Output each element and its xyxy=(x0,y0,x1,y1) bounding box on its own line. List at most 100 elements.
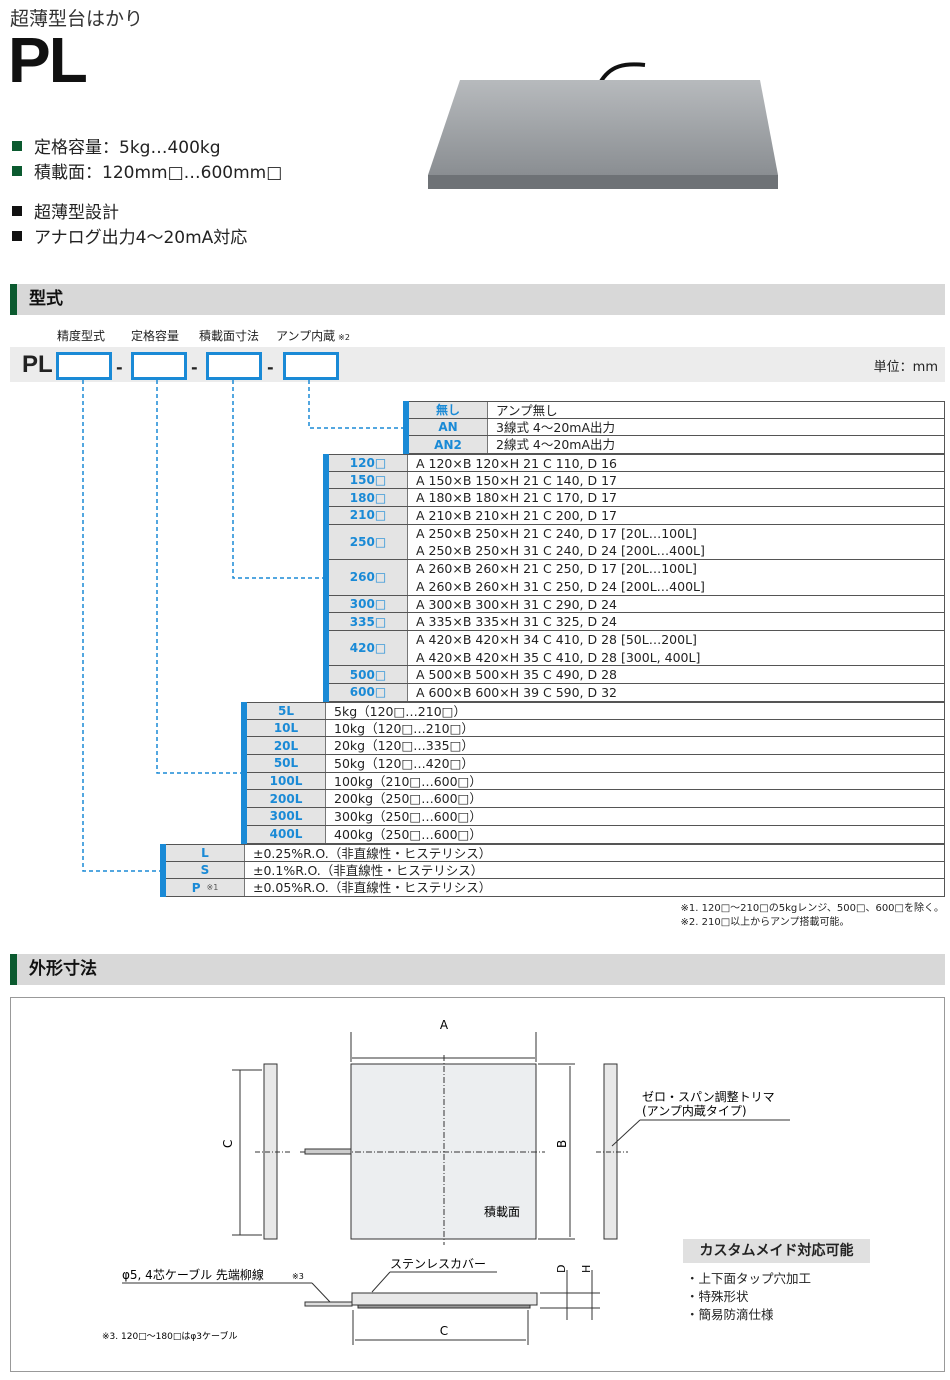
size-option-row: 335□ A 335×B 335×H 31 C 325, D 24 xyxy=(329,613,945,631)
amp-options-table: 無し アンプ無し AN 3線式 4～20mA出力 AN2 2線式 4～20mA出力 xyxy=(403,401,945,455)
capacity-option-code: 200L xyxy=(247,790,326,808)
description-line: A 600×B 600×H 39 C 590, D 32 xyxy=(416,684,618,700)
code-text: 20L xyxy=(273,738,299,753)
accuracy-option-description: ±0.1%R.O.（非直線性・ヒステリシス） xyxy=(245,861,945,879)
feature-item: 積載面：120mm□…600mm□ xyxy=(12,158,282,183)
size-option-row: 210□ A 210×B 210×H 21 C 200, D 17 xyxy=(329,507,945,525)
header-size: 積載面寸法 xyxy=(199,329,260,343)
code-box-size xyxy=(206,352,262,380)
description-line: 2線式 4～20mA出力 xyxy=(496,437,616,453)
code-separator: - xyxy=(267,358,274,377)
feature-item: アナログ出力4～20mA対応 xyxy=(12,223,247,248)
size-option-description: A 260×B 260×H 21 C 250, D 17 [20L…100L] A… xyxy=(408,560,945,595)
custom-option: ・特殊形状 xyxy=(686,1289,749,1304)
code-text: 250□ xyxy=(349,534,387,549)
size-option-row: 260□ A 260×B 260×H 21 C 250, D 17 [20L…10… xyxy=(329,560,945,596)
dim-label-h: H xyxy=(580,1265,593,1273)
capacity-option-row: 300L 300kg（250□…600□） xyxy=(247,808,945,826)
size-option-code: 260□ xyxy=(329,560,408,595)
description-line: A 420×B 420×H 35 C 410, D 28 [300L, 400L… xyxy=(416,649,701,665)
footnotes: ※1. 120□～210□の5kgレンジ、500□、600□を除く。 ※2. 2… xyxy=(681,902,944,930)
surface-label: 積載面 xyxy=(484,1204,520,1219)
dim-label-d: D xyxy=(555,1265,568,1273)
size-option-description: A 150×B 150×H 21 C 140, D 17 xyxy=(408,471,945,489)
size-option-description: A 335×B 335×H 31 C 325, D 24 xyxy=(408,613,945,630)
description-line: A 335×B 335×H 31 C 325, D 24 xyxy=(416,614,618,630)
amp-option-description: 2線式 4～20mA出力 xyxy=(488,436,945,454)
cable-top-view xyxy=(304,1148,352,1155)
dim-label-c-bottom: C xyxy=(440,1324,448,1338)
code-text: 300L xyxy=(269,809,303,824)
bullet-icon xyxy=(12,140,22,151)
description-line: A 300×B 300×H 31 C 290, D 24 xyxy=(416,596,618,612)
dim-label-c: C xyxy=(221,1140,235,1148)
description-line: ±0.05%R.O.（非直線性・ヒステリシス） xyxy=(253,880,492,896)
size-option-code: 150□ xyxy=(329,471,408,489)
capacity-options-table: 5L 5kg（120□…210□） 10L 10kg（120□…210□） 20L 20k… xyxy=(241,702,945,844)
capacity-option-description: 200kg（250□…600□） xyxy=(326,790,945,808)
description-line: A 120×B 120×H 21 C 110, D 16 xyxy=(416,456,618,471)
custom-made-title: カスタムメイド対応可能 xyxy=(683,1239,870,1263)
accuracy-option-code: L xyxy=(166,845,245,861)
header-amp-label: アンプ内蔵 xyxy=(276,329,336,343)
cable-front-view xyxy=(304,1301,353,1307)
capacity-option-row: 400L 400kg（250□…600□） xyxy=(247,825,945,844)
code-text: 300□ xyxy=(349,596,387,611)
code-separator: - xyxy=(191,358,198,377)
size-options-table: 120□ A 120×B 120×H 21 C 110, D 16 150□ A 15… xyxy=(323,454,945,702)
capacity-option-code: 5L xyxy=(247,703,326,719)
size-option-row: 250□ A 250×B 250×H 21 C 240, D 17 [20L…10… xyxy=(329,524,945,561)
description-line: 20kg（120□…335□） xyxy=(334,738,474,754)
accuracy-option-row: L ±0.25%R.O.（非直線性・ヒステリシス） xyxy=(166,844,945,862)
code-text: 200L xyxy=(269,791,303,806)
capacity-option-code: 50L xyxy=(247,755,326,772)
description-line: A 420×B 420×H 34 C 410, D 28 [50L…200L] xyxy=(416,631,697,647)
capacity-option-code: 300L xyxy=(247,808,326,825)
amp-option-row: AN 3線式 4～20mA出力 xyxy=(409,418,945,437)
code-text: AN xyxy=(438,420,458,435)
code-prefix: PL xyxy=(22,351,53,378)
code-text: AN2 xyxy=(434,437,462,452)
connector-size xyxy=(232,380,323,579)
custom-option: ・上下面タップ穴加工 xyxy=(686,1271,812,1286)
trimmer-sublabel: (アンプ内蔵タイプ) xyxy=(642,1104,747,1118)
size-option-row: 120□ A 120×B 120×H 21 C 110, D 16 xyxy=(329,454,945,472)
size-option-row: 500□ A 500×B 500×H 35 C 490, D 28 xyxy=(329,666,945,684)
custom-option: ・簡易防滴仕様 xyxy=(686,1307,774,1322)
description-line: 100kg（210□…600□） xyxy=(334,773,482,789)
code-text: 50L xyxy=(273,756,299,771)
description-line: A 250×B 250×H 31 C 240, D 24 [200L…400L] xyxy=(416,543,705,559)
capacity-option-row: 50L 50kg（120□…420□） xyxy=(247,755,945,773)
footnote: ※2. 210□以上からアンプ搭載可能。 xyxy=(680,917,850,928)
capacity-option-description: 20kg（120□…335□） xyxy=(326,737,945,755)
capacity-option-row: 200L 200kg（250□…600□） xyxy=(247,790,945,809)
feature-text: 積載面：120mm□…600mm□ xyxy=(34,163,283,183)
code-text: 5L xyxy=(278,703,294,718)
bullet-icon xyxy=(12,230,22,241)
description-line: ±0.25%R.O.（非直線性・ヒステリシス） xyxy=(253,846,492,861)
amp-option-code: AN2 xyxy=(409,436,488,454)
size-option-code: 335□ xyxy=(329,613,408,630)
product-subtitle: 超薄型台はかり xyxy=(10,8,144,30)
capacity-option-row: 20L 20kg（120□…335□） xyxy=(247,737,945,756)
size-option-row: 150□ A 150×B 150×H 21 C 140, D 17 xyxy=(329,471,945,490)
description-line: 5kg（120□…210□） xyxy=(334,704,466,719)
description-line: 10kg（120□…210□） xyxy=(334,720,474,736)
code-text: 150□ xyxy=(349,473,387,488)
feature-item: 超薄型設計 xyxy=(12,198,119,223)
header-capacity: 定格容量 xyxy=(131,329,180,343)
capacity-option-row: 5L 5kg（120□…210□） xyxy=(247,702,945,720)
accuracy-option-description: ±0.05%R.O.（非直線性・ヒステリシス） xyxy=(245,879,945,897)
size-option-description: A 120×B 120×H 21 C 110, D 16 xyxy=(408,455,945,471)
size-option-code: 250□ xyxy=(329,524,408,560)
amp-option-row: AN2 2線式 4～20mA出力 xyxy=(409,436,945,455)
capacity-option-code: 20L xyxy=(247,737,326,755)
cover-label: ステンレスカバー xyxy=(390,1257,486,1271)
size-option-description: A 600×B 600×H 39 C 590, D 32 xyxy=(408,683,945,701)
capacity-option-description: 300kg（250□…600□） xyxy=(326,808,945,825)
capacity-option-code: 10L xyxy=(247,719,326,737)
code-note: ※1 xyxy=(206,883,219,893)
amp-option-description: アンプ無し xyxy=(488,402,945,418)
front-view-plate xyxy=(351,1292,538,1306)
